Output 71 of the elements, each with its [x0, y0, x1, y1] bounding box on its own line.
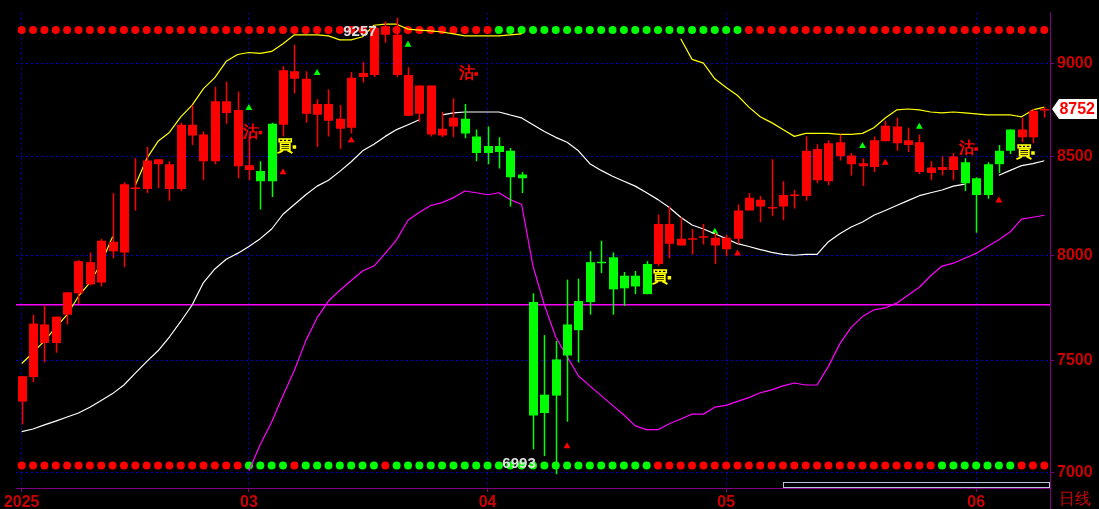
candlestick	[927, 160, 936, 182]
candlestick	[961, 157, 970, 192]
text: 8752	[1059, 100, 1096, 118]
candlestick	[381, 20, 390, 44]
y-tick-label: 9000	[1057, 53, 1093, 71]
candlestick	[688, 228, 697, 256]
y-tick-label: 8500	[1057, 146, 1093, 164]
candlestick	[336, 104, 345, 150]
candlestick	[472, 128, 481, 163]
x-tick-label: 04	[478, 493, 497, 509]
candlestick	[359, 61, 368, 84]
candlestick	[938, 155, 947, 177]
data-label: 買	[1014, 142, 1032, 162]
candlestick	[540, 334, 549, 457]
data-label: 沽	[958, 138, 976, 158]
candlestick	[665, 205, 674, 260]
point	[563, 442, 571, 449]
point	[881, 158, 889, 165]
candlestick	[779, 180, 788, 221]
data-label: 買	[276, 136, 294, 156]
candlestick	[904, 126, 913, 153]
point	[995, 196, 1003, 203]
x-tick-label: 05	[717, 493, 736, 509]
candlestick	[518, 171, 527, 194]
candlestick	[63, 291, 72, 326]
candlestick	[495, 136, 504, 170]
candlestick	[995, 144, 1004, 174]
candlestick	[836, 133, 845, 162]
point	[859, 142, 866, 149]
point	[404, 40, 412, 47]
x-tick-label: 06	[967, 493, 986, 509]
candlestick	[631, 270, 640, 295]
y-tick-label: 7000	[1057, 462, 1093, 480]
y-tick-label: 8000	[1057, 245, 1093, 263]
candlestick	[154, 158, 163, 189]
data-label: 沽	[458, 63, 476, 83]
candlestick	[847, 152, 856, 177]
candlestick	[290, 44, 299, 95]
candlestick	[313, 98, 322, 148]
candlestick	[768, 158, 777, 217]
data-label: 沽	[242, 121, 260, 141]
candlestick	[131, 157, 140, 212]
candlestick	[109, 192, 118, 260]
candlestick	[256, 160, 265, 211]
candlestick	[722, 234, 731, 257]
candlestick	[484, 125, 493, 165]
x-tick-label: 03	[240, 493, 258, 509]
text: 日线	[1058, 488, 1091, 508]
candlestick	[461, 103, 470, 140]
candlestick	[949, 152, 958, 182]
candlestick	[86, 251, 95, 287]
candlestick	[972, 176, 981, 234]
y-tick-label: 7500	[1057, 350, 1093, 368]
candlestick	[859, 157, 868, 187]
candlestick	[756, 195, 765, 223]
candlestick	[188, 104, 197, 146]
candlestick	[40, 305, 49, 364]
x-tick-label: 2025	[3, 493, 40, 509]
data-label: 買	[651, 266, 669, 286]
candlestick	[1018, 117, 1027, 144]
point	[245, 104, 253, 111]
candlestick	[1006, 128, 1015, 155]
candlestick	[699, 223, 708, 246]
candlestick	[222, 80, 231, 125]
candlestick	[449, 97, 458, 139]
candlestick	[324, 88, 333, 138]
point	[313, 68, 321, 75]
point	[915, 122, 923, 129]
point	[347, 136, 355, 143]
candlestick	[893, 117, 902, 152]
candlestick	[620, 271, 629, 307]
